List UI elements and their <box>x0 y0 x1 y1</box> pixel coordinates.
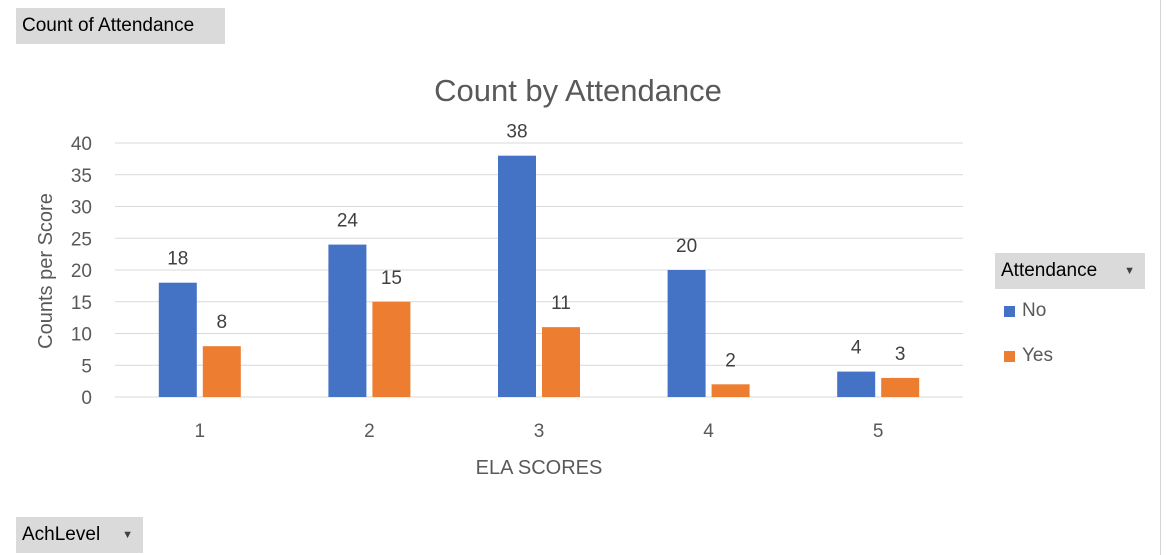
bar-yes <box>711 384 750 397</box>
bar-yes <box>202 346 241 397</box>
legend-field-button[interactable]: Attendance ▼ <box>995 253 1145 289</box>
y-tick-label: 20 <box>71 261 92 282</box>
bar-yes <box>881 377 920 397</box>
legend-label-yes: Yes <box>1022 345 1053 366</box>
bar-no <box>498 155 536 397</box>
data-label: 38 <box>506 122 527 143</box>
y-tick-label: 0 <box>81 388 92 409</box>
data-label: 18 <box>167 249 188 270</box>
values-field-label: Count of Attendance <box>22 15 195 36</box>
y-tick-label: 25 <box>71 229 92 250</box>
values-field-button[interactable]: Count of Attendance <box>16 8 225 44</box>
bar-yes <box>542 327 580 397</box>
x-tick-label: 4 <box>703 421 714 442</box>
legend-item-no: No <box>1004 300 1046 322</box>
data-label: 20 <box>676 236 697 257</box>
legend-field-label: Attendance <box>1001 260 1098 281</box>
data-label: 24 <box>337 211 359 232</box>
legend-swatch-no <box>1004 305 1015 317</box>
bar-no <box>667 270 706 397</box>
y-axis-title: Counts per Score <box>35 193 57 349</box>
x-tick-label: 2 <box>364 421 375 442</box>
data-label: 2 <box>725 350 736 371</box>
bar-no <box>158 282 197 397</box>
y-tick-label: 35 <box>71 166 92 187</box>
bar-yes <box>372 301 411 397</box>
bar-no <box>328 244 367 397</box>
sheet-column-divider <box>1160 0 1161 555</box>
x-tick-label: 3 <box>534 421 545 442</box>
legend-label-no: No <box>1022 300 1047 321</box>
x-tick-label: 1 <box>195 421 206 442</box>
axis-field-label: AchLevel <box>22 524 101 545</box>
y-tick-label: 15 <box>71 293 92 314</box>
legend-swatch-yes <box>1004 350 1015 362</box>
y-tick-label: 5 <box>81 356 92 377</box>
x-tick-label: 5 <box>873 421 884 442</box>
x-axis-title: ELA SCORES <box>476 457 603 479</box>
axis-field-button[interactable]: AchLevel ▼ <box>16 517 143 553</box>
chart-title: Count by Attendance <box>434 73 722 108</box>
data-label: 15 <box>381 268 402 289</box>
y-tick-label: 30 <box>71 198 92 219</box>
legend-item-yes: Yes <box>1004 345 1053 367</box>
data-label: 3 <box>895 344 906 365</box>
y-tick-label: 10 <box>71 325 92 346</box>
data-label: 8 <box>217 312 228 333</box>
y-tick-label: 40 <box>71 134 92 155</box>
chevron-down-icon[interactable]: ▼ <box>122 529 133 541</box>
data-label: 11 <box>551 293 571 314</box>
chevron-down-icon[interactable]: ▼ <box>1124 265 1135 277</box>
data-label: 4 <box>851 338 862 359</box>
bar-no <box>837 371 876 397</box>
